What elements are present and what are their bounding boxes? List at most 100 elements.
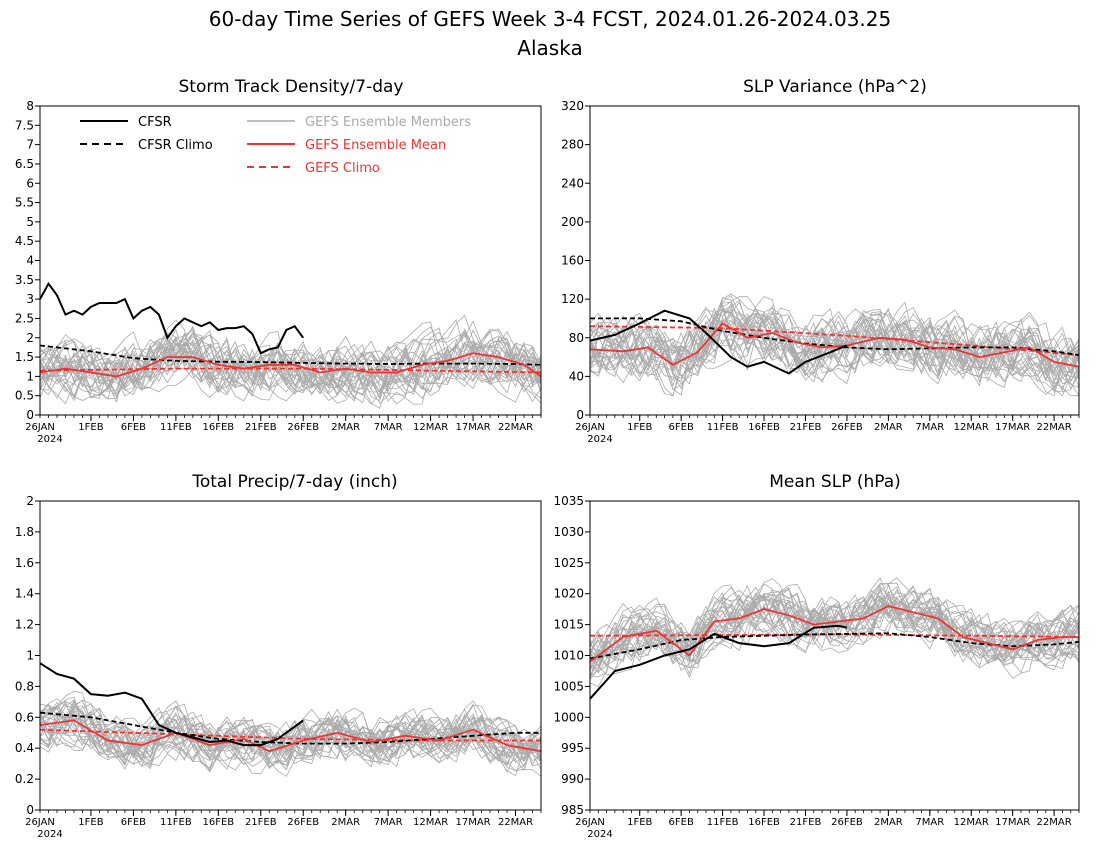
y-tick-label: 0: [26, 803, 34, 817]
gefs-ensemble-mean-line: [589, 605, 1079, 663]
y-tick-label: 1: [26, 369, 34, 383]
y-tick-label: 995: [561, 741, 584, 755]
x-tick-label: 6FEB: [669, 422, 694, 433]
y-tick-label: 1000: [553, 710, 584, 724]
y-tick-label: 200: [561, 215, 584, 229]
y-tick-label: 1.4: [15, 587, 34, 601]
x-tick-label: 26JAN: [25, 817, 55, 828]
x-tick-label: 22MAR: [498, 817, 533, 828]
x-tick-label: 7MAR: [374, 817, 403, 828]
y-tick-label: 1020: [553, 587, 584, 601]
ensemble-member-line: [589, 295, 1080, 385]
y-tick-label: 6: [26, 176, 34, 190]
ensemble-member-line: [39, 703, 542, 777]
ensemble-member-line: [589, 578, 1080, 669]
x-tick-label: 16FEB: [748, 817, 780, 828]
y-tick-label: 985: [561, 803, 584, 817]
ensemble-member-line: [589, 584, 1080, 679]
x-tick-label: 26FEB: [831, 817, 863, 828]
y-tick-label: 2.5: [15, 311, 34, 325]
y-tick-label: 40: [569, 369, 584, 383]
y-tick-label: 7.5: [15, 118, 34, 132]
x-tick-label: 16FEB: [202, 422, 234, 433]
ensemble-member-line: [39, 705, 542, 768]
x-tick-label: 11FEB: [707, 422, 739, 433]
x-tick-label: 22MAR: [498, 422, 533, 433]
cfsr-climo-line: [589, 632, 1080, 660]
x-year-label: 2024: [37, 434, 62, 445]
chart-panel-slp-variance: SLP Variance (hPa^2) 0 40 80 120 160 200 240 280…: [561, 77, 1080, 445]
x-tick-label: 26JAN: [575, 817, 605, 828]
y-tick-label: 5: [26, 215, 34, 229]
x-tick-label: 6FEB: [669, 817, 694, 828]
x-tick-label: 21FEB: [245, 817, 277, 828]
y-tick-label: 1.6: [15, 556, 34, 570]
y-tick-label: 80: [569, 331, 584, 345]
plot-frame: [589, 105, 1080, 416]
x-tick-label: 21FEB: [790, 422, 822, 433]
y-tick-label: 4.5: [15, 234, 34, 248]
y-tick-label: 240: [561, 176, 584, 190]
chart-panel-mean-slp: Mean SLP (hPa) 985 990 995 1000 1005 1010 1015 1…: [553, 472, 1080, 840]
x-tick-label: 26JAN: [575, 422, 605, 433]
x-tick-label: 2MAR: [331, 817, 360, 828]
x-tick-label: 21FEB: [245, 422, 277, 433]
x-tick-label: 17MAR: [455, 817, 490, 828]
ensemble-members: [589, 293, 1080, 397]
x-tick-label: 1FEB: [78, 422, 103, 433]
y-tick-label: 1035: [553, 494, 584, 508]
x-tick-label: 11FEB: [160, 817, 192, 828]
ensemble-member-line: [589, 316, 1080, 388]
y-tick-label: 3.5: [15, 273, 34, 287]
x-tick-label: 12MAR: [954, 422, 989, 433]
cfsr-line: [589, 624, 848, 700]
y-tick-label: 5.5: [15, 196, 34, 210]
ensemble-members: [39, 690, 542, 777]
ensemble-member-line: [589, 307, 1080, 385]
cfsr-line: [39, 281, 305, 355]
y-tick-label: 2: [26, 331, 34, 345]
ensemble-member-line: [589, 593, 1080, 663]
ensemble-member-line: [39, 701, 542, 765]
ensemble-member-line: [39, 314, 542, 391]
x-tick-label: 12MAR: [413, 817, 448, 828]
main-title: 60-day Time Series of GEFS Week 3-4 FCST…: [209, 7, 891, 31]
ensemble-member-line: [39, 320, 542, 400]
y-tick-label: 0: [26, 408, 34, 422]
y-tick-label: 3: [26, 292, 34, 306]
chart-panel-total-precip: Total Precip/7-day (inch)00.20.40.60.811…: [15, 472, 542, 840]
x-tick-label: 2MAR: [874, 422, 903, 433]
y-tick-label: 1025: [553, 556, 584, 570]
x-tick-label: 26FEB: [287, 422, 319, 433]
x-tick-label: 6FEB: [121, 422, 146, 433]
gefs-ensemble-mean-line: [39, 719, 542, 753]
panel-title: Mean SLP (hPa): [769, 472, 901, 492]
y-tick-label: 1010: [553, 649, 584, 663]
x-year-label: 2024: [587, 829, 612, 840]
x-tick-label: 26JAN: [25, 422, 55, 433]
y-tick-label: 0.6: [15, 710, 34, 724]
y-tick-label: 0.5: [15, 389, 34, 403]
x-tick-label: 1FEB: [627, 422, 652, 433]
plot-frame: [39, 500, 542, 811]
y-tick-label: 8: [26, 99, 34, 113]
y-tick-label: 1015: [553, 618, 584, 632]
y-tick-label: 320: [561, 99, 584, 113]
y-tick-label: 1030: [553, 525, 584, 539]
ensemble-member-line: [39, 343, 542, 401]
legend-gefs-climo-label: GEFS Climo: [305, 161, 380, 176]
x-tick-label: 2MAR: [874, 817, 903, 828]
y-tick-label: 160: [561, 254, 584, 268]
ensemble-member-line: [39, 336, 542, 401]
x-tick-label: 11FEB: [707, 817, 739, 828]
ensemble-member-line: [39, 715, 542, 772]
ensemble-member-line: [589, 307, 1080, 390]
y-tick-label: 2: [26, 494, 34, 508]
y-tick-label: 6.5: [15, 157, 34, 171]
cfsr-climo-line: [39, 344, 542, 366]
panel-title: SLP Variance (hPa^2): [743, 77, 927, 97]
panel-title: Total Precip/7-day (inch): [191, 472, 397, 492]
x-tick-label: 22MAR: [1037, 422, 1072, 433]
x-tick-label: 17MAR: [995, 817, 1030, 828]
